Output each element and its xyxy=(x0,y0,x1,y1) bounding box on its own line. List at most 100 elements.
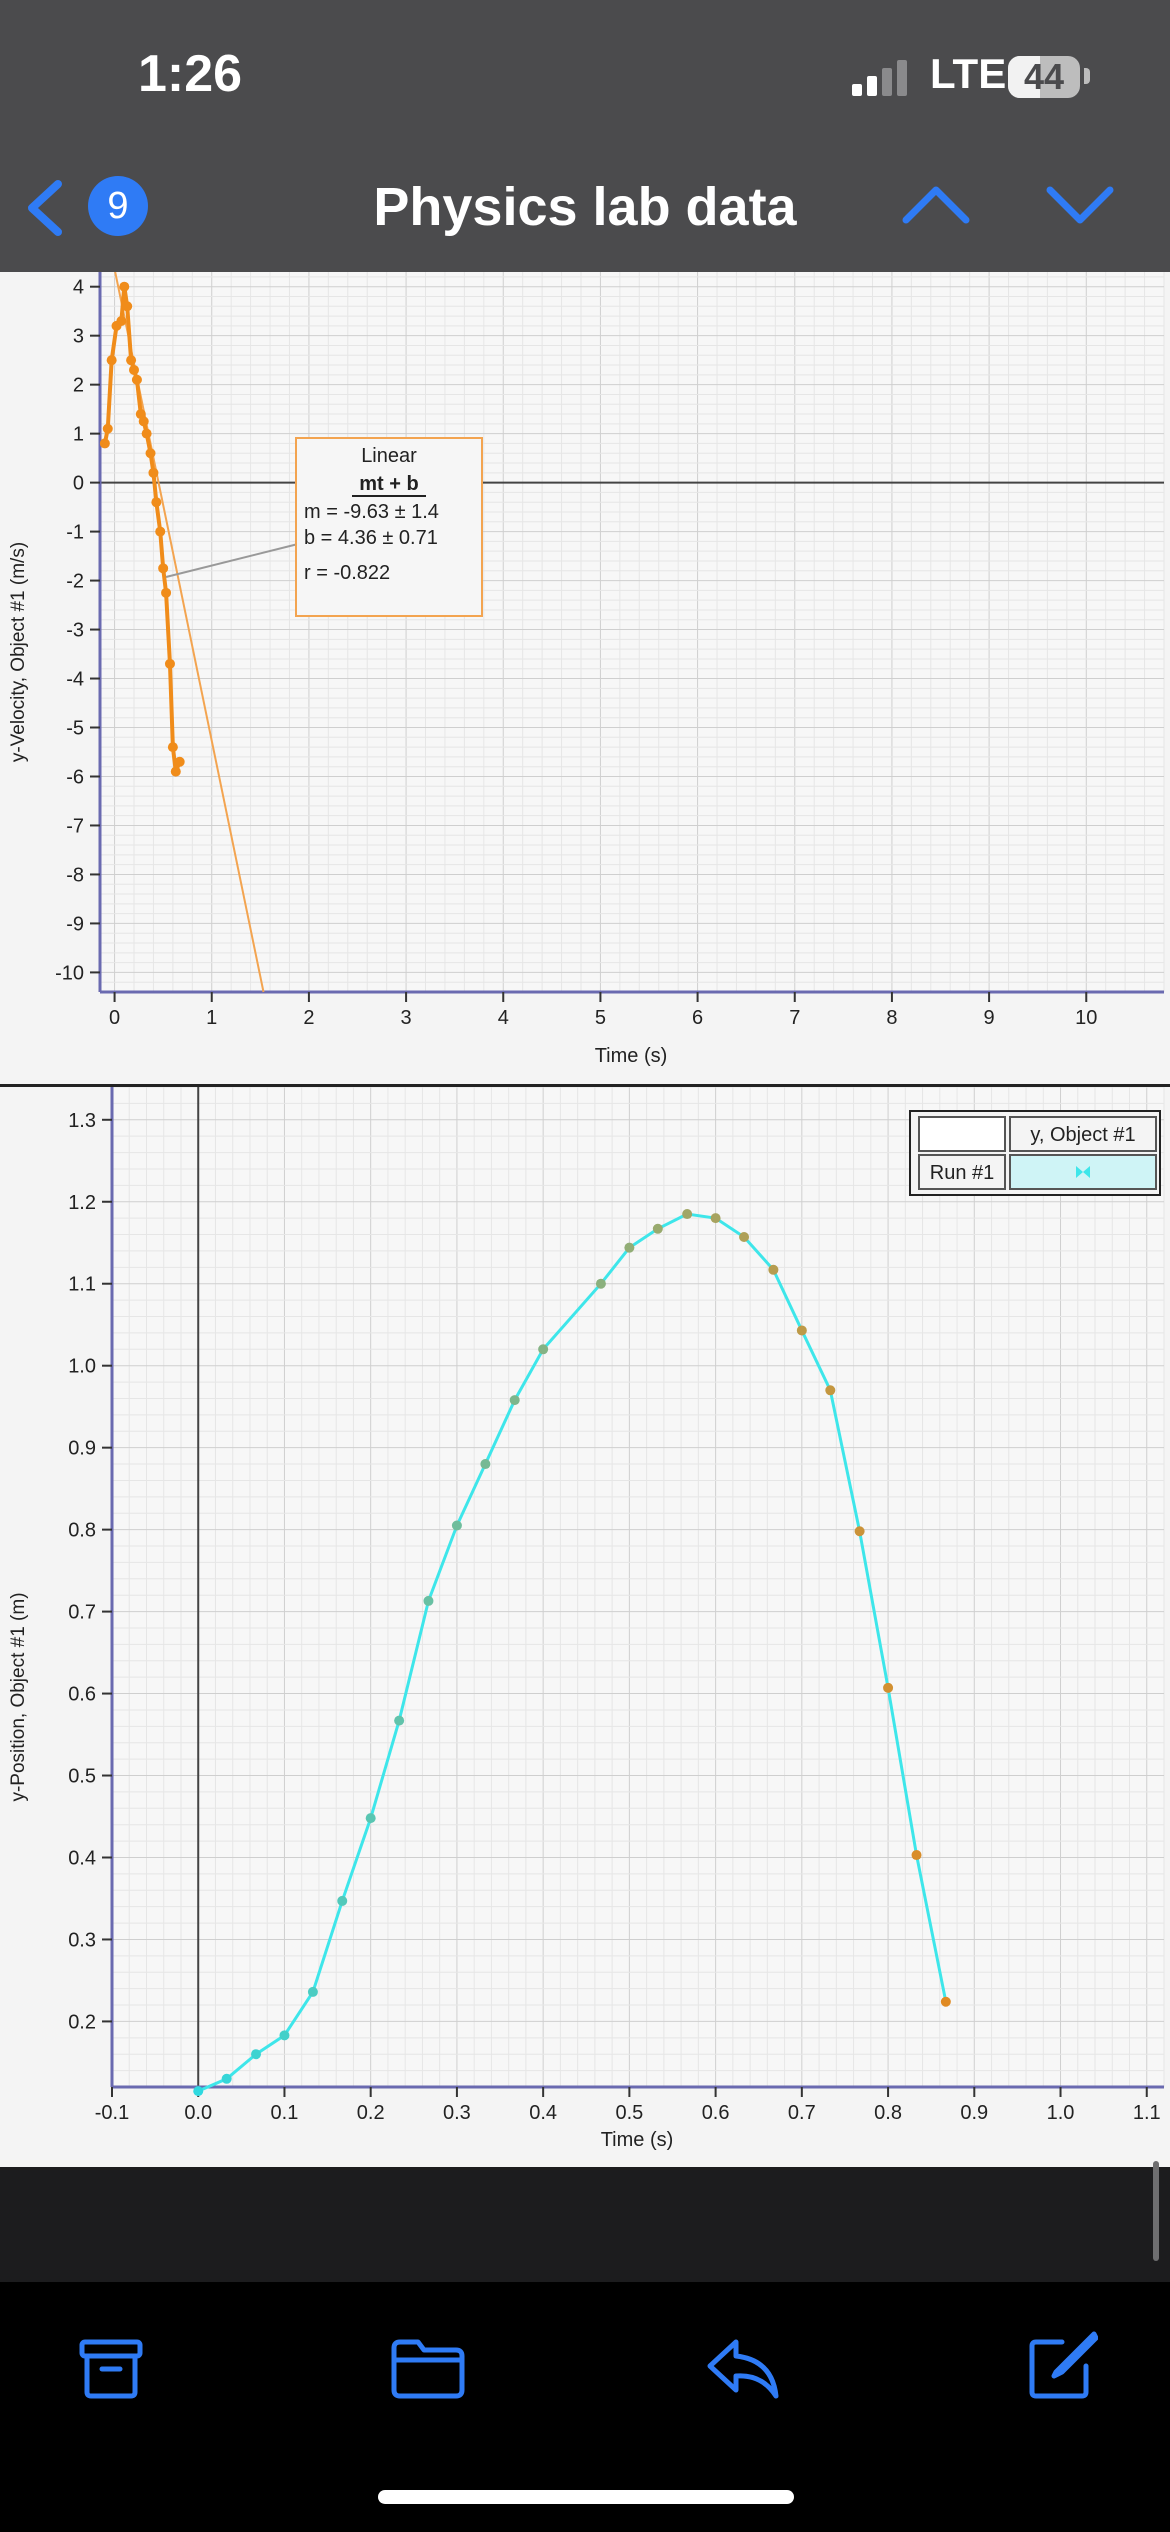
y-tick-label: 0.7 xyxy=(68,1602,96,1624)
position-point xyxy=(337,1895,348,1906)
position-point xyxy=(394,1715,405,1726)
position-point xyxy=(854,1526,865,1537)
position-point xyxy=(883,1682,894,1693)
x-tick-label: 0.2 xyxy=(357,2102,385,2124)
velocity-point xyxy=(126,355,137,366)
x-tick-label: 9 xyxy=(984,1007,995,1029)
y-tick-label: 1.3 xyxy=(68,1110,96,1132)
x-tick-label: 0.5 xyxy=(615,2102,643,2124)
velocity-point xyxy=(131,374,142,385)
y-tick-label: -7 xyxy=(66,815,84,837)
x-tick-label: 0.7 xyxy=(788,2102,816,2124)
velocity-point xyxy=(141,428,152,439)
y-tick-label: 0.2 xyxy=(68,2011,96,2033)
x-tick-label: 6 xyxy=(692,1007,703,1029)
x-axis-label: Time (s) xyxy=(595,1045,668,1067)
chart-image: 0 1 2 3 4 5 6 7 8 9 10 4 3 2 1 0 -1 -2 -3 -4 -5 -6 -7 -8 -9 -10 L… xyxy=(0,272,1170,2167)
y-tick-label: 2 xyxy=(73,375,84,397)
velocity-point xyxy=(155,526,166,537)
velocity-point xyxy=(129,364,140,375)
velocity-point xyxy=(119,281,130,292)
y-tick-label: 4 xyxy=(73,277,84,299)
x-tick-label: 0 xyxy=(109,1007,120,1029)
position-point xyxy=(365,1813,376,1824)
archive-icon[interactable] xyxy=(78,2336,144,2402)
scrollbar[interactable] xyxy=(1153,2161,1159,2261)
y-tick-label: 0.3 xyxy=(68,1929,96,1951)
nav-bar xyxy=(0,150,1170,272)
x-tick-label: 8 xyxy=(886,1007,897,1029)
y-tick-label: 0.6 xyxy=(68,1684,96,1706)
velocity-point xyxy=(158,563,169,574)
velocity-point xyxy=(99,438,110,449)
position-point xyxy=(739,1232,750,1242)
position-point xyxy=(221,2073,232,2084)
back-chevron-icon[interactable] xyxy=(24,178,68,238)
y-tick-label: -5 xyxy=(66,718,84,740)
position-point xyxy=(279,2030,290,2041)
position-point xyxy=(682,1209,693,1220)
velocity-point xyxy=(116,315,127,326)
x-tick-label: 4 xyxy=(498,1007,509,1029)
x-tick-label: 1.1 xyxy=(1133,2102,1161,2124)
home-indicator[interactable] xyxy=(378,2490,794,2504)
position-point xyxy=(509,1395,520,1406)
previous-message-icon[interactable] xyxy=(900,180,972,230)
position-point xyxy=(911,1850,922,1861)
chart-divider xyxy=(0,1084,1170,1087)
position-point xyxy=(423,1595,434,1606)
message-area-spacer xyxy=(0,2161,1170,2282)
velocity-point xyxy=(170,766,181,777)
x-tick-label: 2 xyxy=(303,1007,314,1029)
position-point xyxy=(624,1242,635,1253)
x-tick-label: 0.6 xyxy=(702,2102,730,2124)
velocity-point xyxy=(161,587,172,598)
battery-tip xyxy=(1084,68,1090,84)
folder-icon[interactable] xyxy=(390,2338,466,2400)
legend-swatch-empty xyxy=(918,1116,1006,1152)
velocity-point xyxy=(148,467,159,478)
reply-icon[interactable] xyxy=(706,2336,780,2402)
fit-r: r = -0.822 xyxy=(304,562,390,584)
velocity-point xyxy=(167,742,178,753)
velocity-point xyxy=(106,355,117,366)
y-tick-label: 1.2 xyxy=(68,1192,96,1214)
x-tick-label: 1 xyxy=(206,1007,217,1029)
position-point xyxy=(768,1264,779,1275)
x-tick-label: -0.1 xyxy=(95,2102,129,2124)
next-message-icon[interactable] xyxy=(1044,180,1116,230)
fit-box[interactable]: Linear mt + b m = -9.63 ± 1.4 b = 4.36 ±… xyxy=(295,437,483,617)
velocity-point xyxy=(164,658,175,669)
position-point xyxy=(710,1213,721,1224)
position-chart: -0.1 0.0 0.1 0.2 0.3 0.4 0.5 0.6 0.7 0.8 0.9 1.0 1.1… xyxy=(8,1087,1165,2151)
velocity-point xyxy=(145,448,156,459)
compose-icon[interactable] xyxy=(1026,2330,1098,2402)
network-type: LTE xyxy=(930,50,1007,97)
cellular-signal-icon xyxy=(852,60,907,96)
position-point xyxy=(538,1344,549,1355)
y-tick-label: -3 xyxy=(66,620,84,642)
legend[interactable]: y, Object #1 Run #1 xyxy=(909,1110,1161,1196)
back-count-badge[interactable]: 9 xyxy=(88,176,148,236)
y-tick-label: 0.8 xyxy=(68,1520,96,1542)
status-bar: 1:26 LTE 44 xyxy=(0,0,1170,150)
fit-label: Linear xyxy=(361,445,417,467)
position-point xyxy=(652,1223,663,1234)
y-tick-label: -1 xyxy=(66,522,84,544)
x-axis-label: Time (s) xyxy=(601,2129,674,2151)
x-tick-label: 1.0 xyxy=(1047,2102,1075,2124)
legend-run-label: Run #1 xyxy=(930,1162,995,1184)
page-title: Physics lab data xyxy=(373,177,797,237)
x-tick-label: 0.1 xyxy=(271,2102,299,2124)
position-point xyxy=(825,1385,836,1396)
y-tick-label: -9 xyxy=(66,913,84,935)
y-tick-label: -6 xyxy=(66,766,84,788)
position-point xyxy=(940,1996,951,2007)
fit-equation: mt + b xyxy=(359,473,418,495)
y-tick-label: 1 xyxy=(73,424,84,446)
velocity-point xyxy=(151,497,162,508)
y-tick-label: -2 xyxy=(66,571,84,593)
y-tick-label: 0.4 xyxy=(68,1847,96,1869)
legend-marker-icon xyxy=(1076,1166,1090,1178)
status-time: 1:26 xyxy=(138,45,243,103)
